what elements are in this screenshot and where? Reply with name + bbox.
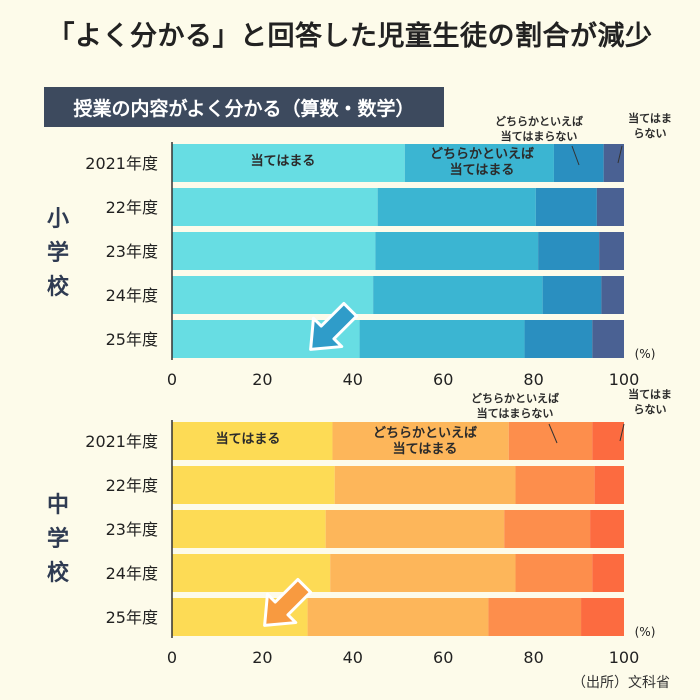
bar-segment-junior-1-2 bbox=[515, 466, 595, 504]
row-label: 22年度 bbox=[106, 476, 158, 495]
row-label: 24年度 bbox=[106, 286, 158, 305]
bar-segment-elementary-0-2 bbox=[553, 144, 604, 182]
bar-segment-junior-4-3 bbox=[581, 598, 624, 636]
x-tick-label: 100 bbox=[609, 648, 640, 667]
bar-segment-elementary-4-3 bbox=[592, 320, 624, 358]
bar-segment-elementary-2-2 bbox=[538, 232, 600, 270]
bar-segment-junior-2-2 bbox=[504, 510, 591, 548]
bar-segment-elementary-1-0 bbox=[172, 188, 378, 226]
row-label: 2021年度 bbox=[85, 154, 158, 173]
series-label: どちらかといえば bbox=[373, 426, 477, 441]
series-label: 当てはま bbox=[628, 111, 672, 125]
series-label: 当てはまる bbox=[251, 153, 316, 169]
bar-segment-elementary-0-3 bbox=[603, 144, 624, 182]
series-label: どちらかといえば bbox=[495, 114, 583, 128]
row-label: 23年度 bbox=[106, 242, 158, 261]
bar-segment-junior-3-2 bbox=[515, 554, 593, 592]
x-tick-label: 60 bbox=[433, 648, 453, 667]
group-label-char: 学 bbox=[47, 526, 69, 552]
label-leader-line bbox=[619, 423, 625, 442]
bar-segment-junior-0-1 bbox=[332, 422, 509, 460]
bar-segment-elementary-3-1 bbox=[373, 276, 543, 314]
bar-segment-elementary-0-0 bbox=[172, 144, 405, 182]
chart-subtitle: 授業の内容がよく分かる（算数・数学） bbox=[44, 87, 444, 127]
group-label-char: 学 bbox=[47, 240, 69, 266]
series-label: 当てはまる bbox=[393, 441, 458, 457]
bar-segment-junior-3-3 bbox=[592, 554, 624, 592]
x-axis-unit: (%) bbox=[635, 347, 656, 361]
bar-segment-elementary-4-1 bbox=[359, 320, 525, 358]
series-label: どちらかといえば bbox=[430, 147, 534, 162]
bar-segment-elementary-3-3 bbox=[601, 276, 624, 314]
bar-segment-junior-0-3 bbox=[592, 422, 624, 460]
bar-segment-elementary-1-2 bbox=[535, 188, 597, 226]
x-tick-label: 80 bbox=[523, 648, 543, 667]
series-label: どちらかといえば bbox=[471, 391, 559, 405]
chart-title: 「よく分かる」と回答した児童生徒の割合が減少 bbox=[47, 21, 653, 52]
trend-arrow-shape bbox=[263, 577, 313, 627]
x-tick-label: 100 bbox=[609, 370, 640, 389]
trend-arrow-icon bbox=[263, 577, 313, 627]
bar-segment-elementary-0-1 bbox=[404, 144, 554, 182]
bar-segment-junior-0-0 bbox=[172, 422, 333, 460]
x-tick-label: 20 bbox=[252, 370, 272, 389]
series-label: らない bbox=[634, 127, 667, 140]
group-label-char: 中 bbox=[47, 493, 69, 518]
trend-arrow-icon bbox=[309, 301, 359, 351]
label-leader-line bbox=[617, 145, 623, 164]
bar-segment-junior-4-2 bbox=[488, 598, 582, 636]
series-label: 当てはまらない bbox=[501, 129, 578, 143]
row-label: 25年度 bbox=[106, 608, 158, 627]
group-label-char: 小 bbox=[47, 207, 69, 232]
row-label: 25年度 bbox=[106, 330, 158, 349]
x-tick-label: 40 bbox=[343, 370, 363, 389]
bar-segment-junior-3-1 bbox=[330, 554, 516, 592]
row-label: 24年度 bbox=[106, 564, 158, 583]
x-axis-unit: (%) bbox=[635, 625, 656, 639]
series-label: 当てはまる bbox=[216, 431, 281, 447]
bar-segment-elementary-4-2 bbox=[524, 320, 593, 358]
group-label-char: 校 bbox=[47, 274, 70, 300]
bar-segment-junior-2-3 bbox=[590, 510, 624, 548]
bar-segment-elementary-2-1 bbox=[375, 232, 539, 270]
series-label: 当てはまらない bbox=[477, 406, 554, 420]
source-note: （出所）文科省 bbox=[572, 675, 670, 691]
x-tick-label: 0 bbox=[167, 648, 177, 667]
bar-segment-elementary-2-0 bbox=[172, 232, 376, 270]
trend-arrow-shape bbox=[309, 301, 359, 351]
label-leader-line bbox=[571, 145, 580, 166]
bar-segment-elementary-3-2 bbox=[542, 276, 602, 314]
row-label: 22年度 bbox=[106, 198, 158, 217]
bar-segment-elementary-2-3 bbox=[599, 232, 624, 270]
chart-subtitle-text: 授業の内容がよく分かる（算数・数学） bbox=[73, 97, 415, 120]
bar-segment-junior-4-1 bbox=[307, 598, 489, 636]
row-label: 2021年度 bbox=[85, 432, 158, 451]
label-leader-line bbox=[548, 423, 558, 444]
x-tick-label: 0 bbox=[167, 370, 177, 389]
bar-segment-junior-1-0 bbox=[172, 466, 335, 504]
x-tick-label: 80 bbox=[523, 370, 543, 389]
series-label: らない bbox=[634, 403, 667, 416]
bar-segment-elementary-1-1 bbox=[377, 188, 536, 226]
bar-segment-junior-1-1 bbox=[334, 466, 516, 504]
group-label-char: 校 bbox=[47, 560, 70, 586]
bar-segment-junior-2-0 bbox=[172, 510, 326, 548]
x-tick-label: 60 bbox=[433, 370, 453, 389]
x-tick-label: 20 bbox=[252, 648, 272, 667]
series-label: 当てはまる bbox=[450, 162, 515, 178]
series-label: 当てはま bbox=[628, 387, 672, 401]
row-label: 23年度 bbox=[106, 520, 158, 539]
x-tick-label: 40 bbox=[343, 648, 363, 667]
bar-segment-junior-2-1 bbox=[325, 510, 505, 548]
bar-segment-junior-1-3 bbox=[594, 466, 624, 504]
bar-segment-elementary-1-3 bbox=[596, 188, 624, 226]
